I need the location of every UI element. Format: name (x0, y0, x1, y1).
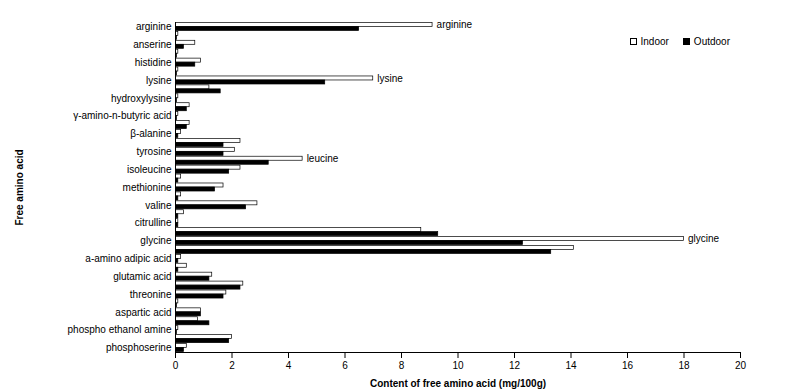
svg-text:aspartic acid: aspartic acid (115, 307, 171, 318)
svg-text:glycine: glycine (688, 233, 720, 244)
svg-text:arginine: arginine (437, 19, 473, 30)
svg-text:histidine: histidine (135, 57, 172, 68)
svg-text:Content of free amino acid (mg: Content of free amino acid (mg/100g) (370, 378, 546, 389)
svg-text:Free amino acid: Free amino acid (14, 149, 25, 225)
svg-text:a-amino adipic acid: a-amino adipic acid (85, 253, 171, 264)
svg-text:18: 18 (678, 360, 690, 371)
svg-text:tyrosine: tyrosine (136, 146, 171, 157)
svg-text:lysine: lysine (146, 75, 172, 86)
svg-text:16: 16 (622, 360, 634, 371)
svg-text:glutamic acid: glutamic acid (113, 271, 171, 282)
svg-text:14: 14 (565, 360, 577, 371)
svg-text:anserine: anserine (133, 39, 172, 50)
svg-text:0: 0 (173, 360, 179, 371)
svg-text:isoleucine: isoleucine (127, 164, 172, 175)
svg-text:methionine: methionine (123, 182, 172, 193)
html-text:Outdoor: Outdoor (693, 36, 730, 47)
svg-text:phosphoserine: phosphoserine (106, 342, 172, 353)
svg-text:lysine: lysine (377, 73, 403, 84)
svg-text:8: 8 (399, 360, 405, 371)
svg-text:γ-amino-n-butyric acid: γ-amino-n-butyric acid (73, 110, 171, 121)
html-text:Indoor: Indoor (640, 36, 669, 47)
svg-text:20: 20 (735, 360, 747, 371)
svg-text:2: 2 (229, 360, 235, 371)
svg-text:6: 6 (342, 360, 348, 371)
svg-text:valine: valine (145, 200, 172, 211)
svg-text:arginine: arginine (136, 21, 172, 32)
svg-text:12: 12 (509, 360, 521, 371)
svg-text:10: 10 (452, 360, 464, 371)
svg-text:leucine: leucine (307, 153, 339, 164)
svg-text:glycine: glycine (140, 235, 172, 246)
svg-text:hydroxylysine: hydroxylysine (111, 93, 172, 104)
svg-text:phospho ethanol amine: phospho ethanol amine (68, 324, 172, 335)
svg-text:threonine: threonine (130, 289, 172, 300)
svg-text:4: 4 (286, 360, 292, 371)
svg-text:β-alanine: β-alanine (130, 128, 172, 139)
svg-text:citrulline: citrulline (135, 217, 172, 228)
